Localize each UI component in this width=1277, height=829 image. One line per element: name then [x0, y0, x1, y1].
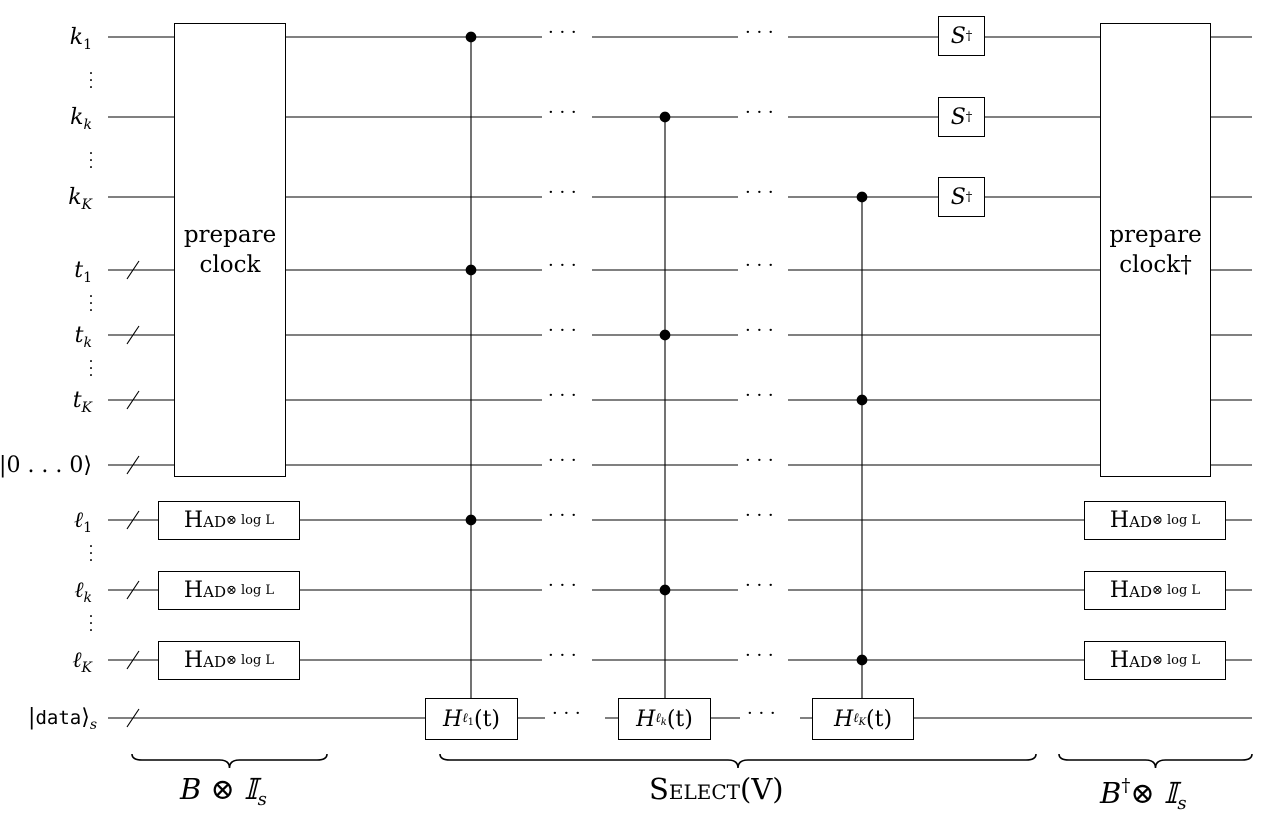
bus-slash-lK	[126, 650, 140, 670]
control-layer	[465, 31, 868, 698]
ellipsis-lk-0: · · ·	[548, 575, 577, 596]
control-dot-kk	[659, 111, 671, 123]
label-l1: ℓ1	[73, 508, 92, 536]
bus-slash-lk	[126, 580, 140, 600]
s-dagger-gate-kK: S †	[938, 177, 985, 217]
ellipsis-lK-0: · · ·	[548, 645, 577, 666]
s-dagger-gate-k1: S †	[938, 16, 985, 56]
control-dot-tk	[659, 329, 671, 341]
ellipsis-tK-0: · · ·	[548, 385, 577, 406]
label-tk: tk	[74, 323, 92, 351]
control-dot-t1	[465, 264, 477, 276]
ellipsis-kK-0: · · ·	[548, 182, 577, 203]
ellipsis-data-1: · · ·	[747, 703, 776, 724]
vdots-t2: · · ·	[88, 352, 94, 384]
prepare-clock-dagger-gate: prepare clock†	[1100, 23, 1211, 477]
ellipsis-tk-1: · · ·	[745, 320, 774, 341]
control-dot-lK	[856, 654, 868, 666]
ellipsis-tk-0: · · ·	[548, 320, 577, 341]
ellipsis-k1-0: · · ·	[548, 22, 577, 43]
label-lK: ℓK	[72, 648, 92, 676]
ellipsis-kk-1: · · ·	[745, 102, 774, 123]
bus-slash-tk	[126, 325, 140, 345]
control-dot-lk	[659, 584, 671, 596]
control-dot-kK	[856, 191, 868, 203]
ellipsis-tK-1: · · ·	[745, 385, 774, 406]
ellipsis-data-0: · · ·	[552, 703, 581, 724]
had-gate-lK-right: Had ⊗ log L	[1084, 641, 1226, 680]
had-gate-lk-right: Had ⊗ log L	[1084, 571, 1226, 610]
had-gate-lk-left: Had ⊗ log L	[158, 571, 300, 610]
label-t1: t1	[74, 258, 92, 286]
ellipsis-anc-0: · · ·	[548, 450, 577, 471]
control-dot-l1	[465, 514, 477, 526]
ellipsis-l1-1: · · ·	[745, 505, 774, 526]
vdots-k: · · ·	[88, 64, 94, 96]
had-gate-lK-left: Had ⊗ log L	[158, 641, 300, 680]
ellipsis-kk-0: · · ·	[548, 102, 577, 123]
ellipsis-lk-1: · · ·	[745, 575, 774, 596]
vdots-l: · · ·	[88, 537, 94, 569]
brace-label-left: B ⊗ 𝕀s	[180, 772, 267, 810]
label-data: |data⟩s	[28, 705, 97, 733]
bus-slash-anc	[126, 455, 140, 475]
s-dagger-gate-kk: S †	[938, 97, 985, 137]
bus-slash-data	[126, 708, 140, 728]
prepare-clock-gate: prepare clock	[174, 23, 286, 477]
bus-slash-l1	[126, 510, 140, 530]
ellipsis-t1-1: · · ·	[745, 255, 774, 276]
ellipsis-kK-1: · · ·	[745, 182, 774, 203]
vdots-t: · · ·	[88, 287, 94, 319]
label-lk: ℓk	[74, 578, 92, 606]
control-dot-tK	[856, 394, 868, 406]
label-kK: kK	[68, 185, 92, 213]
ellipsis-lK-1: · · ·	[745, 645, 774, 666]
brace-layer	[131, 753, 1253, 769]
bus-slash-tK	[126, 390, 140, 410]
brace-label-select: Select(V)	[649, 772, 784, 806]
vdots-k2: · · ·	[88, 144, 94, 176]
ellipsis-l1-0: · · ·	[548, 505, 577, 526]
label-ancilla: |0 . . . 0⟩	[0, 453, 92, 478]
label-k1: k1	[69, 25, 92, 53]
ellipsis-k1-1: · · ·	[745, 22, 774, 43]
control-dot-k1	[465, 31, 477, 43]
brace-right	[1058, 753, 1253, 769]
brace-select	[439, 753, 1037, 769]
label-kk: kk	[70, 105, 92, 133]
label-tK: tK	[72, 388, 92, 416]
had-gate-l1-left: Had ⊗ log L	[158, 501, 300, 540]
brace-label-right: B†⊗ 𝕀s	[1100, 775, 1187, 814]
vdots-l2: · · ·	[88, 607, 94, 639]
had-gate-l1-right: Had ⊗ log L	[1084, 501, 1226, 540]
ellipsis-t1-0: · · ·	[548, 255, 577, 276]
bus-slash-t1	[126, 260, 140, 280]
ellipsis-anc-1: · · ·	[745, 450, 774, 471]
brace-left	[131, 753, 328, 769]
